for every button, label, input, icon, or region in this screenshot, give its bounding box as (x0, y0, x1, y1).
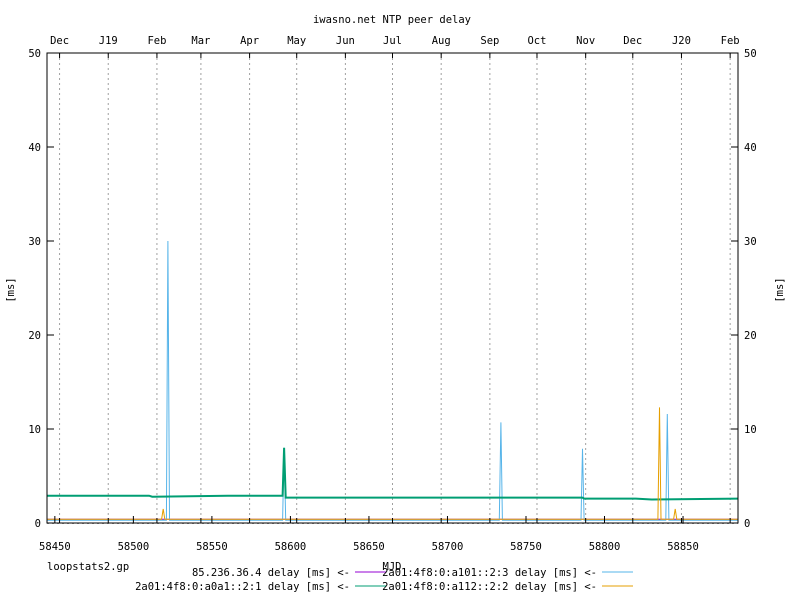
top-tick-label: Feb (721, 35, 740, 47)
series-line-4 (47, 407, 738, 520)
top-tick-label: J20 (672, 35, 691, 47)
chart-title: iwasno.net NTP peer delay (313, 14, 471, 26)
legend-label: 2a01:4f8:0:a112::2:2 delay [ms] <- (382, 581, 597, 593)
x-axis-label: MJD (383, 561, 402, 573)
y-tick-label-right: 20 (744, 330, 757, 342)
x-tick-label: 58800 (589, 541, 621, 553)
series-layer (47, 240, 739, 521)
series-line-3 (47, 447, 739, 501)
y-tick-label-left: 20 (28, 330, 41, 342)
x-tick-label: 58500 (118, 541, 150, 553)
x-tick-label: 58650 (353, 541, 385, 553)
top-tick-label: Apr (240, 35, 259, 47)
top-tick-label: Nov (576, 35, 595, 47)
y-tick-label-left: 0 (35, 518, 41, 530)
y-tick-label-left: 50 (28, 48, 41, 60)
legend: 85.236.36.4 delay [ms] <- 2a01:4f8:0:a101… (135, 567, 633, 593)
top-tick-label: J19 (99, 35, 118, 47)
x-tick-label: 58550 (196, 541, 228, 553)
script-name-label: loopstats2.gp (47, 561, 130, 573)
series-line-2 (47, 240, 738, 521)
top-tick-label: Dec (50, 35, 69, 47)
x-tick-label: 58750 (510, 541, 542, 553)
y-tick-label-left: 40 (28, 142, 41, 154)
x-tick-label: 58600 (275, 541, 307, 553)
x-tick-label: 58700 (432, 541, 464, 553)
top-tick-label: Oct (527, 35, 546, 47)
x-tick-label: 58450 (39, 541, 71, 553)
y-tick-label-right: 10 (744, 424, 757, 436)
y-axis-label-right: [ms] (774, 277, 786, 302)
top-tick-label: Mar (191, 35, 210, 47)
top-tick-label: Jun (336, 35, 355, 47)
legend-label: 2a01:4f8:0:a101::2:3 delay [ms] <- (382, 567, 597, 579)
y-axis-label-left: [ms] (5, 277, 17, 302)
top-tick-label: Feb (147, 35, 166, 47)
top-tick-label: Jul (383, 35, 402, 47)
y-tick-label-right: 50 (744, 48, 757, 60)
y-tick-label-left: 10 (28, 424, 41, 436)
legend-label: 2a01:4f8:0:a0a1::2:1 delay [ms] <- (135, 581, 350, 593)
top-tick-label: Dec (623, 35, 642, 47)
top-tick-label: May (287, 35, 306, 47)
axes: Dec J19 Feb Mar Apr May Jun Jul Aug Sep Oct Nov Dec J… (28, 35, 756, 553)
legend-label: 85.236.36.4 delay [ms] <- (192, 567, 350, 579)
y-tick-label-left: 30 (28, 236, 41, 248)
x-tick-label: 58850 (667, 541, 699, 553)
top-tick-label: Aug (432, 35, 451, 47)
top-tick-label: Sep (480, 35, 499, 47)
y-tick-label-right: 40 (744, 142, 757, 154)
y-tick-label-right: 30 (744, 236, 757, 248)
y-tick-label-right: 0 (744, 518, 750, 530)
